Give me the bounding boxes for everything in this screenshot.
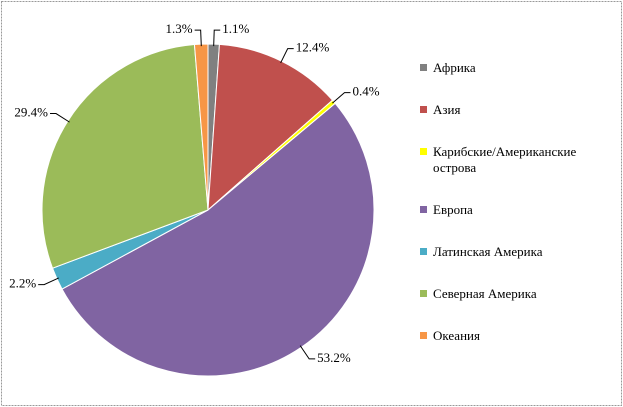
legend-label: Европа (433, 202, 473, 217)
data-label: 1.3% (166, 21, 193, 36)
legend-swatch (420, 248, 427, 255)
legend-label: Океания (433, 328, 480, 343)
leader-line (299, 345, 316, 360)
data-label: 12.4% (296, 40, 330, 55)
legend-item: Карибские/Американские острова (420, 144, 595, 176)
legend-swatch (420, 64, 427, 71)
legend-swatch (420, 290, 427, 297)
leader-line (38, 277, 59, 286)
legend-item: Африка (420, 60, 595, 76)
legend-label: Латинская Америка (433, 244, 543, 259)
legend-label: Африка (433, 60, 476, 75)
leader-line (213, 29, 221, 47)
legend-item: Океания (420, 328, 595, 344)
legend-label: Северная Америка (433, 286, 537, 301)
legend-label: Карибские/Американские острова (433, 144, 577, 175)
leader-line (280, 48, 294, 64)
legend-swatch (420, 206, 427, 213)
legend-item: Латинская Америка (420, 244, 595, 260)
data-label: 1.1% (222, 21, 249, 36)
leader-line (194, 29, 202, 47)
data-label: 0.4% (353, 84, 380, 99)
legend-item: Азия (420, 102, 595, 118)
leader-line (332, 92, 351, 104)
legend-swatch (420, 148, 427, 155)
legend-label: Азия (433, 102, 461, 117)
data-label: 2.2% (9, 276, 36, 291)
legend-swatch (420, 332, 427, 339)
data-label: 29.4% (14, 105, 48, 120)
legend-swatch (420, 106, 427, 113)
legend-item: Северная Америка (420, 286, 595, 302)
legend: Африка Азия Карибские/Американские острова… (420, 60, 595, 344)
data-label: 53.2% (317, 350, 351, 365)
leader-line (50, 113, 70, 123)
legend-item: Европа (420, 202, 595, 218)
